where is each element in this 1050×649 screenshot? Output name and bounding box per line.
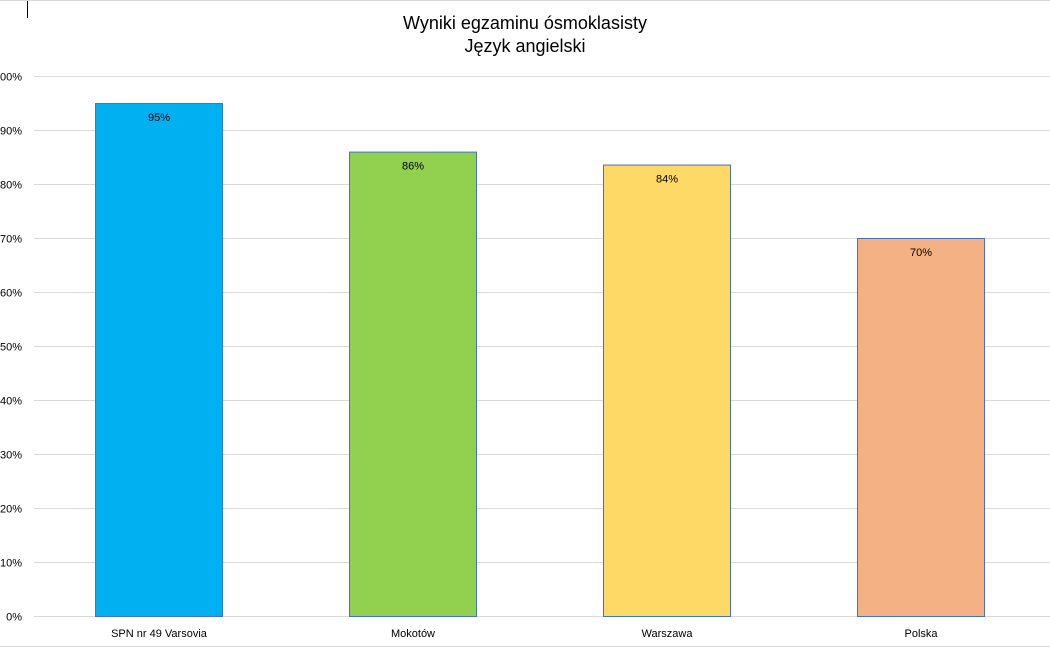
bar: [349, 151, 477, 617]
x-tick-label: Polska: [904, 628, 938, 640]
y-tick-label: 40%: [0, 396, 22, 408]
y-tick-label: 10%: [0, 558, 22, 570]
chart-title: Wyniki egzaminu ósmoklasisty: [403, 13, 647, 33]
y-tick-label: 80%: [0, 180, 22, 192]
y-tick-label: 20%: [0, 504, 22, 516]
x-tick-label: Mokotów: [391, 628, 435, 640]
data-label: 95%: [148, 112, 170, 124]
data-label: 84%: [656, 174, 678, 186]
x-tick-label: SPN nr 49 Varsovia: [111, 628, 208, 640]
data-label: 86%: [402, 161, 424, 173]
y-tick-label: 50%: [0, 342, 22, 354]
chart-subtitle: Język angielski: [464, 36, 585, 56]
y-tick-label: 90%: [0, 126, 22, 138]
y-tick-label: 0%: [6, 612, 22, 624]
data-label: 70%: [910, 247, 932, 259]
y-tick-label: 70%: [0, 234, 22, 246]
bar: [95, 103, 223, 617]
y-tick-label: 60%: [0, 288, 22, 300]
bar: [857, 238, 985, 617]
x-tick-label: Warszawa: [642, 628, 694, 640]
y-tick-label: 100%: [0, 72, 22, 84]
y-tick-label: 30%: [0, 450, 22, 462]
bar: [603, 164, 731, 617]
